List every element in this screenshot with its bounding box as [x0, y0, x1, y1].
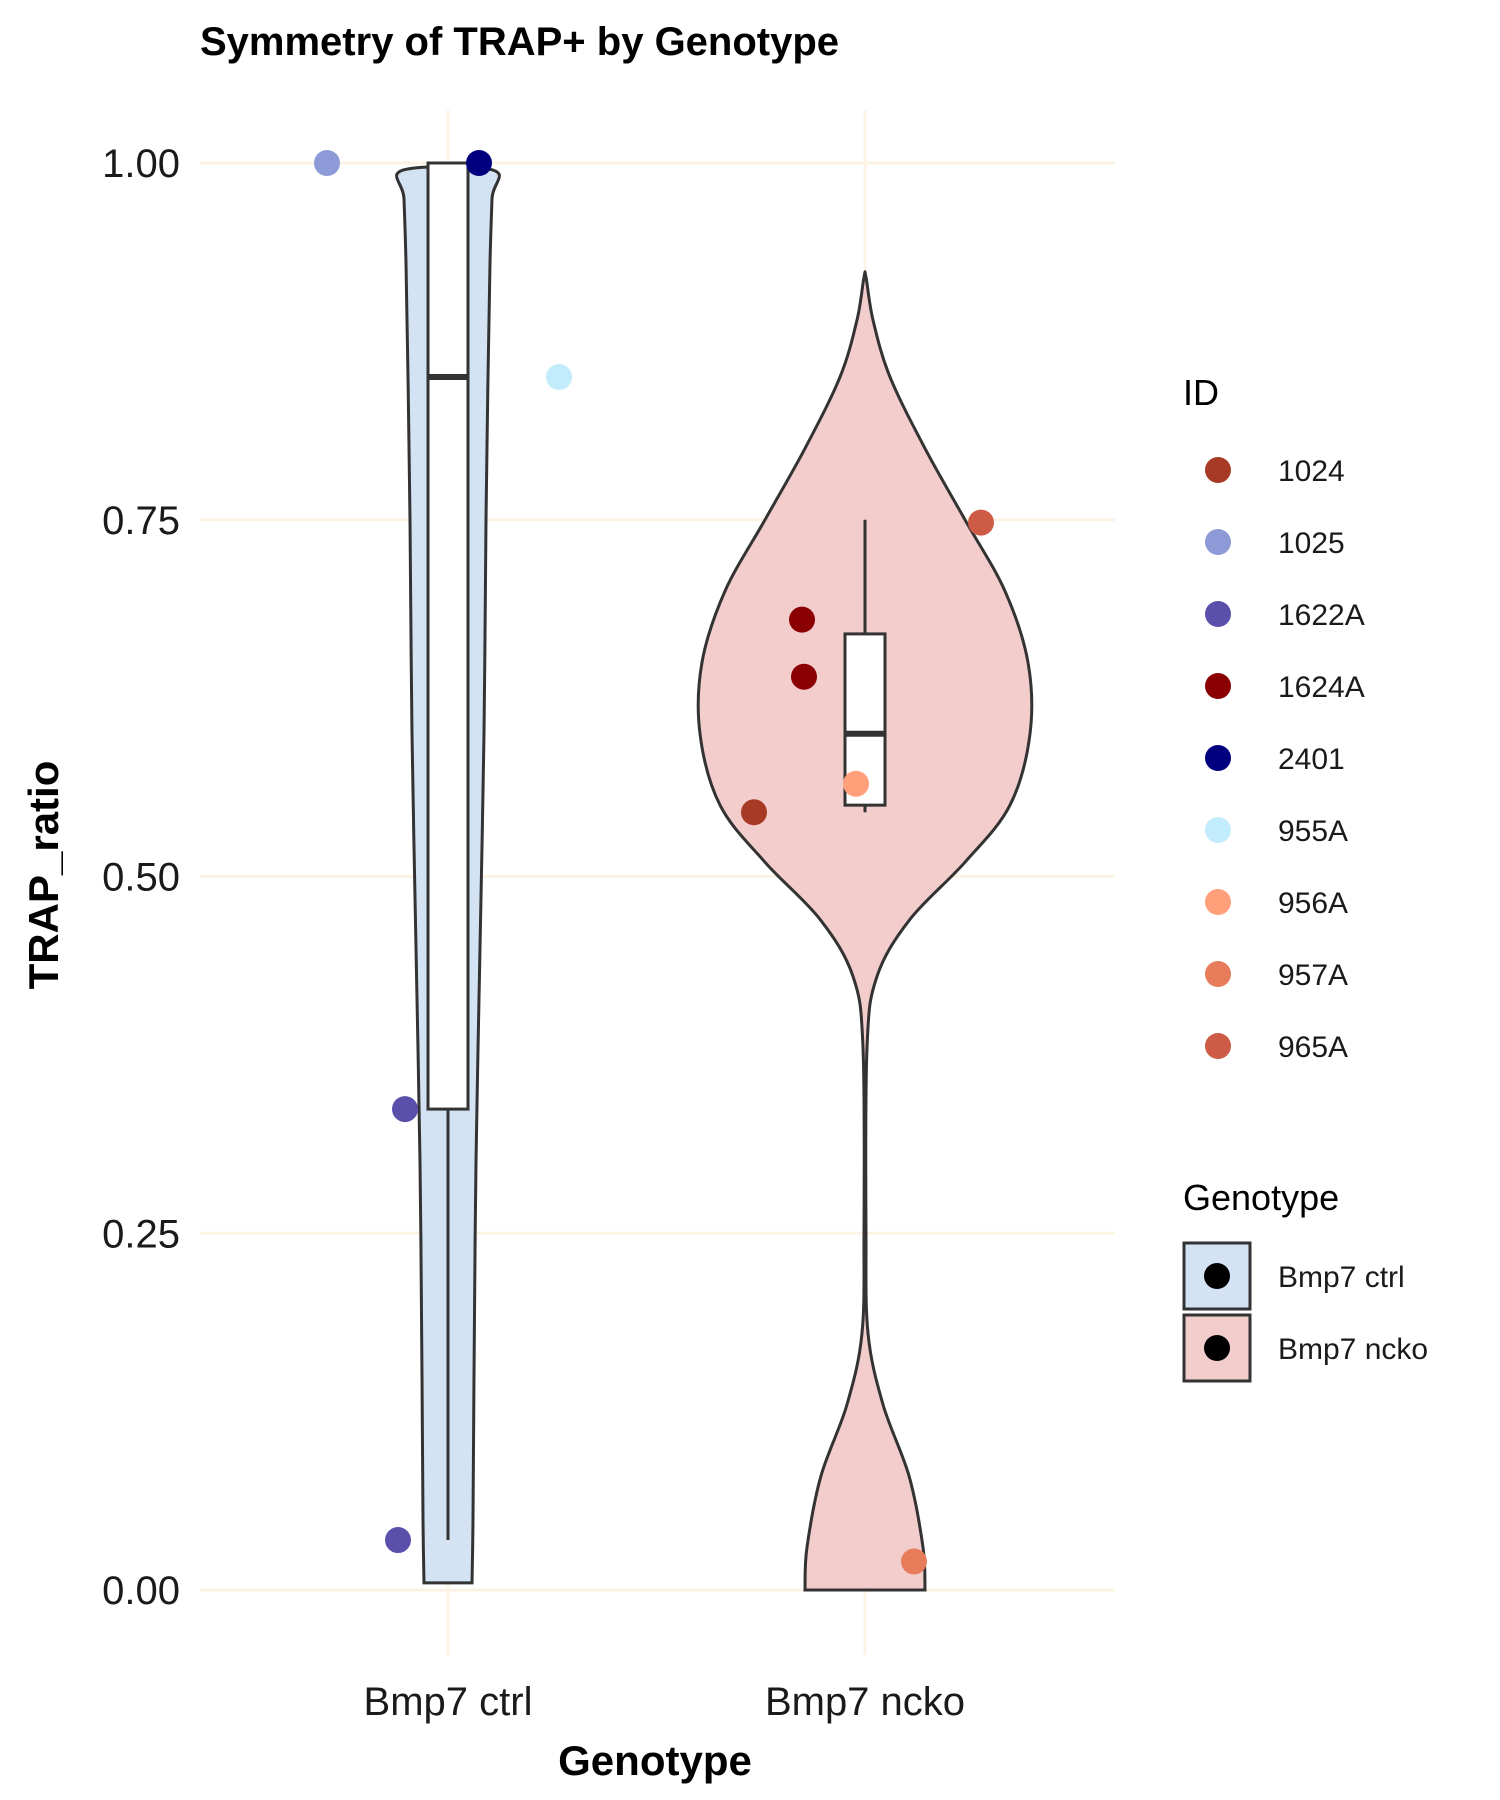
x-tick-label: Bmp7 ncko: [765, 1680, 965, 1724]
legend-genotype-label: Bmp7 ctrl: [1278, 1261, 1405, 1294]
violins: [395, 165, 1034, 1592]
box-plots: [426, 161, 887, 1541]
grid-lines: [200, 110, 1115, 1655]
legend-id-key: [1205, 457, 1231, 483]
legend-id-key: [1205, 529, 1231, 555]
legend-genotype-title: Genotype: [1183, 1177, 1339, 1218]
data-point-1025: [314, 150, 340, 176]
data-points: [314, 150, 994, 1575]
data-point-1622A: [392, 1096, 418, 1123]
legend-genotype-dot: [1204, 1263, 1230, 1289]
legend-id-key: [1205, 889, 1231, 915]
legend-id-label: 956A: [1278, 887, 1348, 920]
legend-id-label: 957A: [1278, 959, 1348, 992]
legend-id-key: [1205, 601, 1231, 627]
legend-id-label: 1025: [1278, 527, 1345, 560]
data-point-1624A: [791, 663, 817, 690]
y-tick-label: 0.75: [102, 499, 180, 543]
x-axis-title: Genotype: [558, 1737, 752, 1784]
legend-id-key: [1205, 1033, 1231, 1059]
y-axis-title: TRAP_ratio: [20, 761, 67, 990]
legend-id-key: [1205, 817, 1231, 843]
box-iqr: [426, 161, 470, 1111]
chart-title: Symmetry of TRAP+ by Genotype: [200, 20, 839, 64]
legend-id-key: [1205, 673, 1231, 699]
x-tick-label: Bmp7 ctrl: [364, 1680, 533, 1724]
y-tick-label: 0.25: [102, 1212, 180, 1256]
legend-id-label: 1024: [1278, 455, 1345, 488]
x-axis-ticks: Bmp7 ctrl Bmp7 ncko: [364, 1680, 966, 1724]
data-point-965A: [968, 509, 994, 536]
data-point-1624A: [789, 606, 815, 633]
violin-bmp7-ncko: [696, 270, 1034, 1592]
data-point-1024: [741, 799, 767, 826]
legend-id-key: [1205, 961, 1231, 987]
y-tick-label: 0.00: [102, 1569, 180, 1613]
legend-id-title: ID: [1183, 372, 1219, 413]
legend-genotype-dot: [1204, 1335, 1230, 1361]
legend-id-label: 1624A: [1278, 671, 1365, 704]
legend-id-label: 955A: [1278, 815, 1348, 848]
legend-id: ID 1024 1025 1622A 1624A 2401 955A 956A 957A 965…: [1183, 372, 1365, 1064]
data-point-955A: [546, 364, 572, 391]
legend-id-key: [1205, 745, 1231, 771]
legend-id-label: 1622A: [1278, 599, 1365, 632]
legend-id-label: 965A: [1278, 1031, 1348, 1064]
data-point-956A: [843, 770, 869, 797]
data-point-2401: [466, 150, 492, 176]
legend-id-label: 2401: [1278, 743, 1345, 776]
y-tick-label: 0.50: [102, 856, 180, 900]
y-tick-label: 1.00: [102, 142, 180, 186]
data-point-957A: [901, 1548, 927, 1575]
legend-genotype-label: Bmp7 ncko: [1278, 1333, 1428, 1366]
legend-genotype: Genotype Bmp7 ctrl Bmp7 ncko: [1182, 1177, 1428, 1383]
y-axis-ticks: 0.00 0.25 0.50 0.75 1.00: [102, 142, 180, 1613]
data-point-1622A: [385, 1527, 411, 1554]
